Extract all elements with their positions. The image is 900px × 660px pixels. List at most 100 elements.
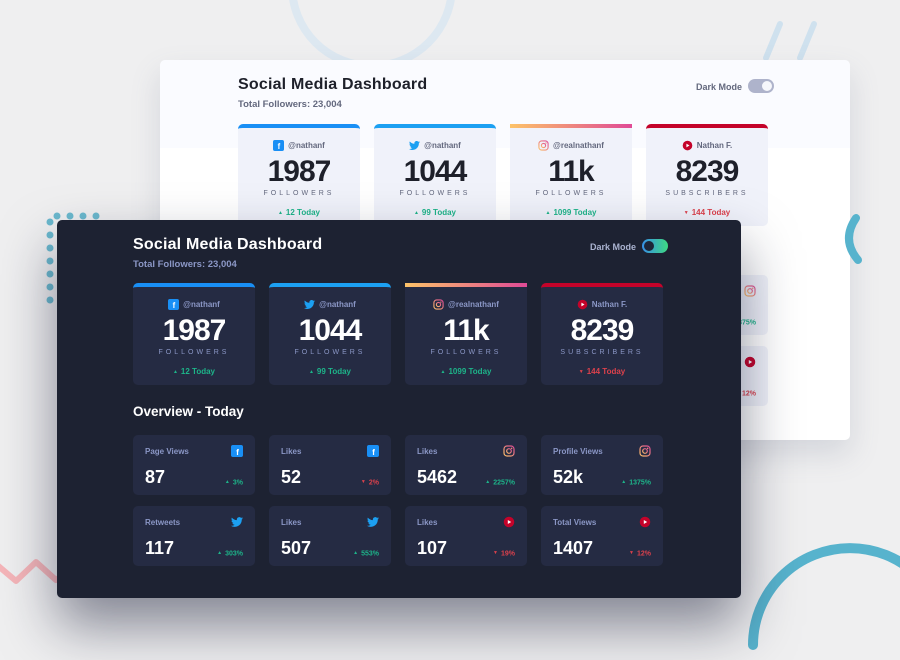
instagram-icon [538, 140, 549, 151]
trend-up-icon [414, 210, 419, 216]
svg-text:f: f [173, 301, 176, 310]
facebook-icon: f [231, 445, 243, 457]
svg-text:f: f [372, 447, 375, 457]
decorative-zigzag [0, 559, 67, 584]
facebook-icon: f [168, 299, 180, 310]
facebook-icon: f [367, 445, 379, 457]
follower-count: 1044 [298, 314, 363, 347]
follower-change: 12 Today [133, 367, 255, 376]
overview-card: Total Views 140712% [541, 506, 663, 566]
dark-mode-label: Dark Mode [590, 242, 637, 252]
svg-text:f: f [236, 447, 239, 457]
account-handle: Nathan F. [696, 141, 733, 150]
overview-card: Likes 507553% [269, 506, 391, 566]
youtube-icon [682, 140, 693, 151]
follower-count: 11k [443, 314, 489, 347]
follower-change: 144 Today [541, 367, 663, 376]
toggle-knob [762, 81, 772, 91]
account-handle: @realnathanf [553, 141, 604, 150]
trend-up-icon [225, 479, 230, 485]
twitter-icon [231, 516, 243, 528]
follower-label: FOLLOWERS [535, 190, 607, 197]
dark-mode-toggle[interactable] [642, 239, 668, 253]
account-handle: @nathanf [424, 141, 461, 150]
follower-card: @realnathanf 11k FOLLOWERS 1099 Today [510, 124, 632, 226]
follower-label: FOLLOWERS [263, 190, 335, 197]
follower-count: 1044 [403, 155, 468, 188]
trend-up-icon [353, 550, 358, 556]
instagram-icon [639, 445, 651, 457]
trend-up-icon [621, 479, 626, 485]
decorative-arc [748, 543, 900, 650]
follower-card: @realnathanf 11k FOLLOWERS 1099 Today [405, 283, 527, 385]
follower-card: Nathan F. 8239 SUBSCRIBERS 144 Today [541, 283, 663, 385]
total-followers: Total Followers: 23,004 [238, 99, 342, 110]
svg-text:f: f [278, 142, 281, 151]
follower-count: 11k [548, 155, 594, 188]
trend-up-icon [217, 550, 222, 556]
follower-count: 1987 [162, 314, 227, 347]
follower-count: 1987 [267, 155, 332, 188]
youtube-icon [503, 516, 515, 528]
youtube-icon [639, 516, 651, 528]
twitter-icon [367, 516, 379, 528]
follower-change: 1099 Today [510, 208, 632, 217]
overview-card: Retweets 117303% [133, 506, 255, 566]
trend-up-icon [546, 210, 551, 216]
trend-down-icon [579, 369, 584, 375]
trend-up-icon [441, 369, 446, 375]
account-handle: @nathanf [319, 300, 356, 309]
instagram-icon [433, 299, 444, 310]
trend-down-icon [684, 210, 689, 216]
follower-count: 8239 [570, 314, 635, 347]
instagram-icon [503, 445, 515, 457]
trend-down-icon [629, 550, 634, 556]
follower-card: Nathan F. 8239 SUBSCRIBERS 144 Today [646, 124, 768, 226]
follower-count: 8239 [675, 155, 740, 188]
trend-down-icon [493, 550, 498, 556]
trend-up-icon [485, 479, 490, 485]
follower-label: FOLLOWERS [399, 190, 471, 197]
follower-label: FOLLOWERS [294, 349, 366, 356]
twitter-icon [304, 299, 316, 310]
trend-down-icon [361, 479, 366, 485]
follower-card: f @nathanf 1987 FOLLOWERS 12 Today [133, 283, 255, 385]
decorative-slash-icon [763, 21, 783, 61]
instagram-icon [744, 285, 756, 297]
overview-card: Likes 10719% [405, 506, 527, 566]
account-handle: @realnathanf [448, 300, 499, 309]
account-handle: Nathan F. [591, 300, 628, 309]
page-title: Social Media Dashboard [133, 236, 323, 253]
youtube-icon [577, 299, 588, 310]
twitter-icon [409, 140, 421, 151]
follower-change: 99 Today [269, 367, 391, 376]
account-handle: @nathanf [288, 141, 325, 150]
trend-up-icon [173, 369, 178, 375]
decorative-curve [845, 214, 862, 264]
overview-card: Likes 54622257% [405, 435, 527, 495]
follower-change: 12 Today [238, 208, 360, 217]
account-handle: @nathanf [183, 300, 220, 309]
dark-mode-label: Dark Mode [696, 82, 743, 92]
follower-label: FOLLOWERS [158, 349, 230, 356]
follower-label: SUBSCRIBERS [665, 190, 749, 197]
follower-change: 144 Today [646, 208, 768, 217]
decorative-slash-icon [797, 21, 817, 61]
follower-change: 1099 Today [405, 367, 527, 376]
toggle-knob [644, 241, 654, 251]
follower-label: SUBSCRIBERS [560, 349, 644, 356]
trend-up-icon [278, 210, 283, 216]
facebook-icon: f [273, 140, 285, 151]
overview-title: Overview - Today [133, 404, 244, 419]
trend-up-icon [309, 369, 314, 375]
dark-mode-toggle[interactable] [748, 79, 774, 93]
total-followers: Total Followers: 23,004 [133, 259, 237, 270]
youtube-icon [744, 356, 756, 368]
dark-dashboard: Social Media Dashboard Total Followers: … [57, 220, 741, 598]
follower-change: 99 Today [374, 208, 496, 217]
follower-card: @nathanf 1044 FOLLOWERS 99 Today [269, 283, 391, 385]
follower-card: f @nathanf 1987 FOLLOWERS 12 Today [238, 124, 360, 226]
